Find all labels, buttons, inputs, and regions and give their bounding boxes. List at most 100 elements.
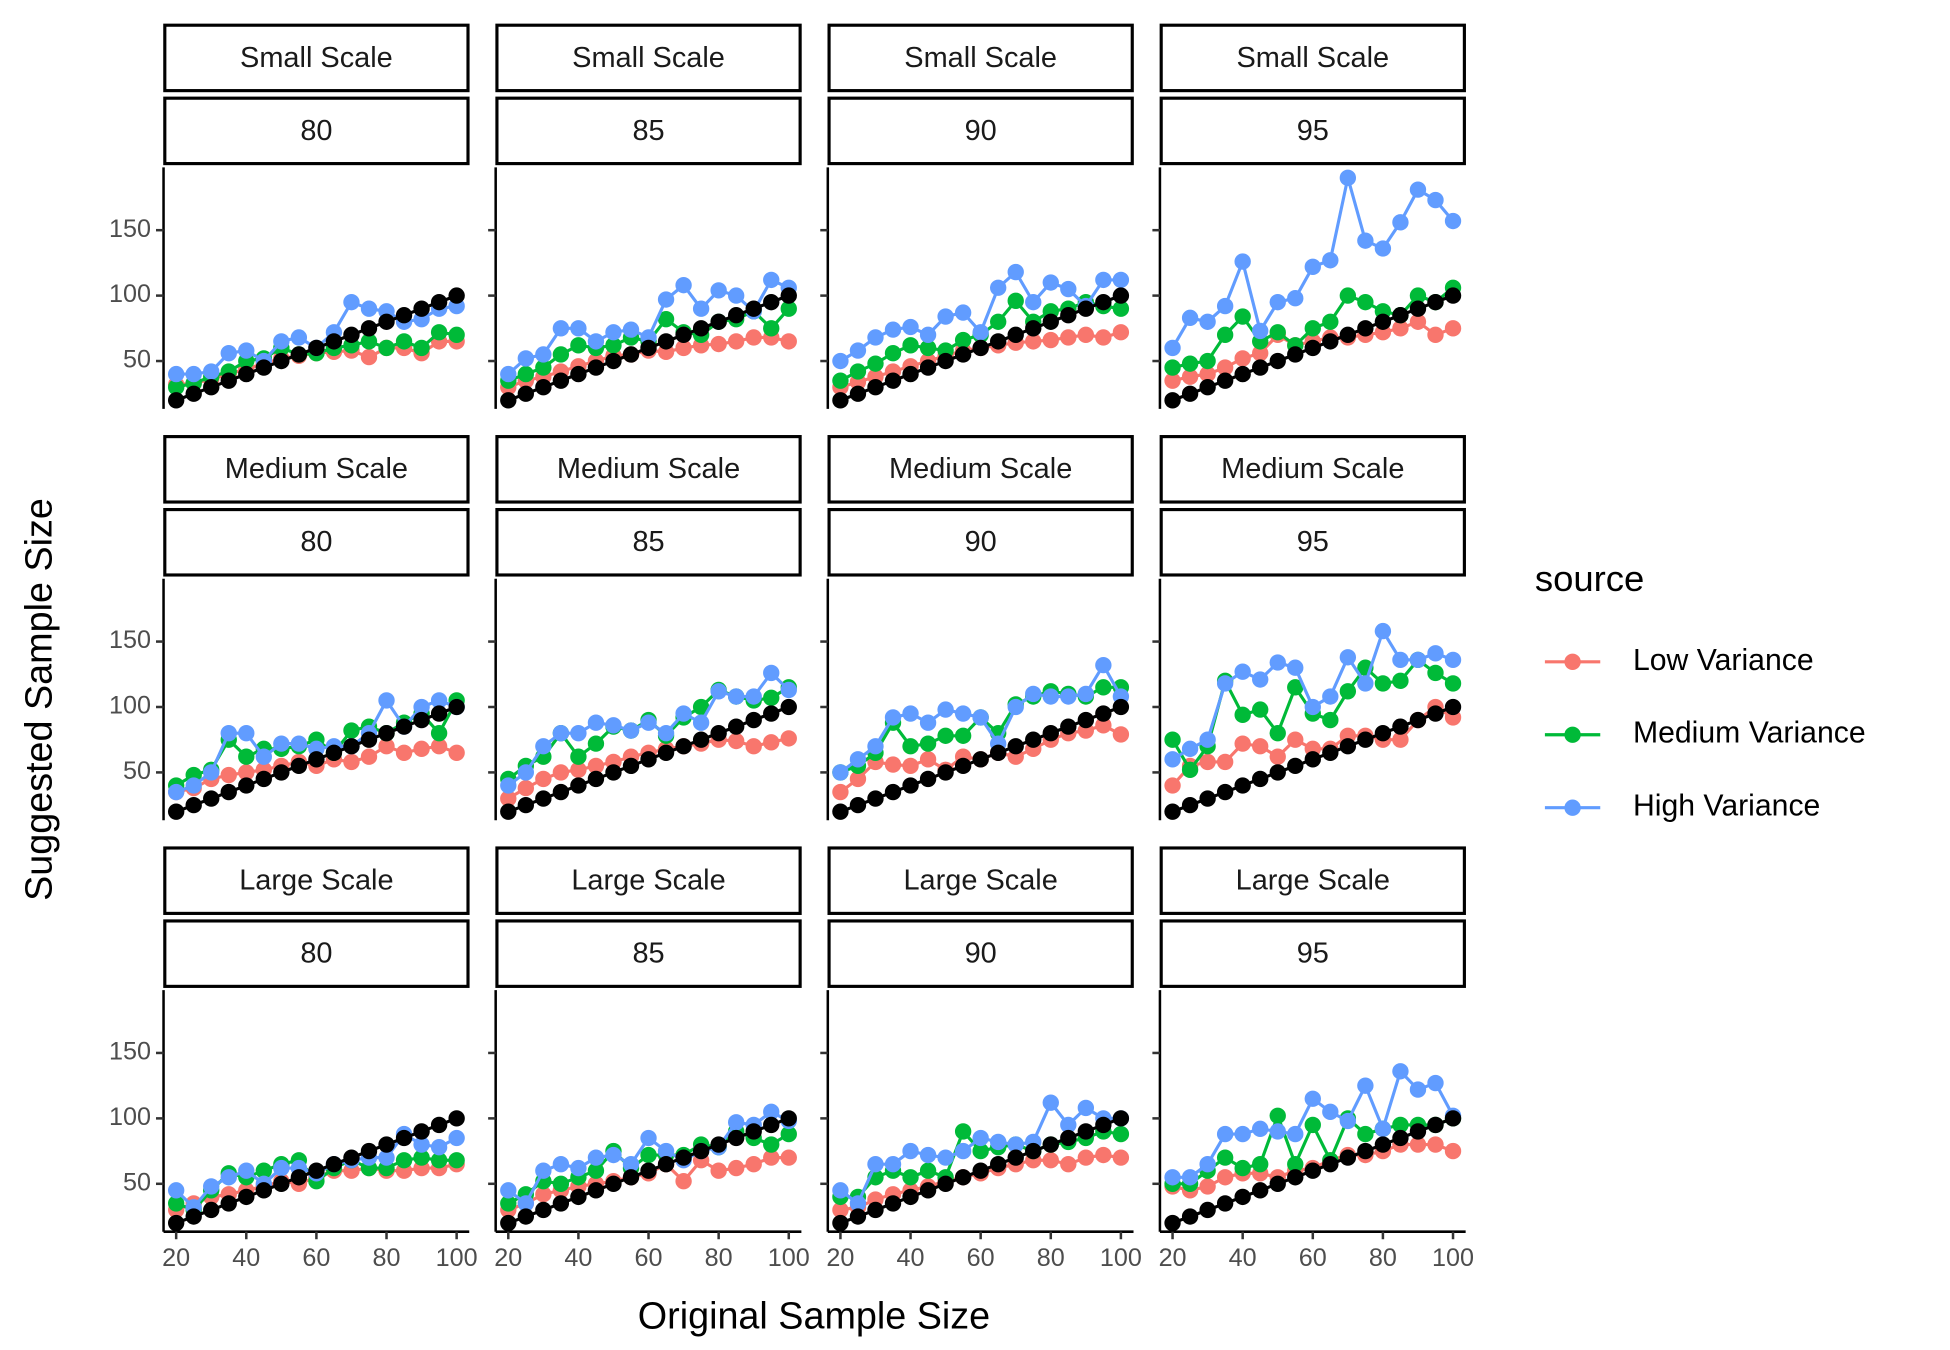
point	[937, 1175, 954, 1192]
point	[832, 1214, 849, 1232]
point	[325, 333, 343, 350]
point	[238, 342, 255, 359]
point	[1427, 326, 1444, 344]
point	[1181, 368, 1199, 385]
point	[570, 365, 587, 383]
point	[343, 753, 360, 771]
point	[884, 783, 902, 801]
point	[343, 1149, 360, 1166]
point	[500, 365, 517, 383]
point	[1164, 803, 1181, 820]
point	[972, 751, 989, 768]
point	[675, 1149, 692, 1166]
point	[517, 779, 535, 797]
point	[1269, 654, 1286, 671]
point	[1060, 329, 1077, 346]
point	[1339, 326, 1357, 344]
point	[1427, 1116, 1444, 1134]
point	[1374, 622, 1392, 640]
point	[570, 320, 587, 337]
point	[1269, 764, 1286, 781]
point	[290, 346, 308, 363]
point	[849, 796, 867, 814]
point	[1287, 679, 1304, 696]
point	[1025, 333, 1042, 350]
point	[657, 724, 675, 742]
point	[1007, 263, 1024, 281]
point	[1199, 352, 1216, 370]
point	[902, 705, 919, 722]
point	[1444, 212, 1462, 230]
point	[728, 1114, 745, 1131]
point	[1181, 761, 1199, 778]
strip-label: Small Scale	[572, 42, 725, 74]
point	[167, 803, 185, 820]
point	[378, 1149, 395, 1166]
strip-label: 95	[1297, 526, 1329, 558]
x-tick-label: 60	[635, 1244, 663, 1272]
strip-label: Large Scale	[1236, 865, 1390, 897]
point	[605, 764, 622, 781]
point	[430, 324, 448, 341]
point	[745, 738, 762, 755]
point	[1339, 1149, 1357, 1166]
point	[570, 724, 587, 742]
point	[517, 796, 535, 814]
x-tick-label: 80	[705, 1244, 733, 1272]
x-tick-label: 100	[768, 1244, 810, 1272]
point	[1095, 679, 1112, 696]
x-tick-label: 60	[967, 1244, 995, 1272]
point	[1374, 724, 1392, 742]
point	[1339, 683, 1357, 700]
point	[238, 777, 255, 794]
point	[763, 705, 780, 722]
point	[1409, 1136, 1427, 1153]
point	[622, 321, 640, 338]
point	[675, 276, 692, 294]
point	[1199, 313, 1216, 330]
strip-label: Medium Scale	[557, 453, 740, 485]
x-tick-label: 80	[1369, 1244, 1397, 1272]
x-tick-label: 60	[1299, 1244, 1327, 1272]
point	[1042, 274, 1059, 291]
point	[972, 324, 989, 341]
point	[220, 766, 237, 784]
point	[867, 329, 884, 346]
point	[1392, 718, 1409, 735]
x-tick-label: 80	[373, 1244, 401, 1272]
point	[972, 1142, 989, 1160]
point	[255, 359, 272, 376]
point	[780, 1149, 797, 1166]
strip-box	[163, 846, 470, 915]
point	[167, 365, 185, 383]
point	[290, 1169, 308, 1186]
point	[780, 1125, 797, 1143]
point	[238, 724, 255, 742]
point	[1095, 717, 1112, 734]
point	[1304, 320, 1321, 337]
point	[763, 664, 780, 682]
point	[273, 352, 290, 370]
point	[1234, 253, 1251, 270]
point	[1181, 1169, 1199, 1186]
point	[902, 738, 919, 755]
point	[273, 1175, 290, 1192]
point	[657, 310, 675, 328]
point	[167, 379, 185, 396]
strip-box	[827, 507, 1134, 577]
point	[360, 320, 378, 337]
point	[1322, 744, 1339, 761]
point	[622, 1155, 640, 1173]
point	[780, 1110, 797, 1127]
point	[675, 738, 692, 755]
point	[1112, 287, 1130, 304]
point	[1287, 757, 1304, 775]
point	[867, 1155, 884, 1173]
point	[937, 727, 954, 744]
legend-label: Medium Variance	[1633, 717, 1866, 750]
strip-box	[1159, 23, 1466, 93]
point	[1077, 711, 1095, 729]
point	[552, 372, 570, 389]
point	[1252, 701, 1269, 718]
strip-label: 85	[632, 938, 664, 970]
